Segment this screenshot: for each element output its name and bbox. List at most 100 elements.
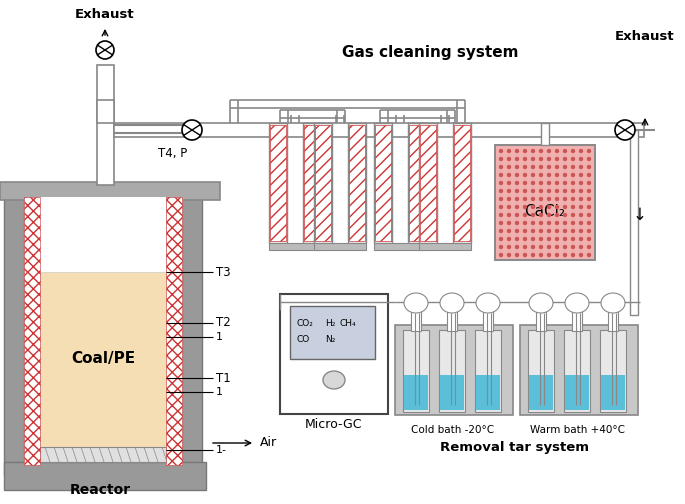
Circle shape — [515, 165, 519, 169]
Circle shape — [579, 173, 583, 177]
Circle shape — [499, 221, 503, 225]
Circle shape — [563, 213, 567, 217]
Circle shape — [515, 253, 519, 257]
Circle shape — [182, 120, 202, 140]
Circle shape — [563, 253, 567, 257]
Circle shape — [555, 237, 559, 241]
Text: T2: T2 — [216, 317, 231, 330]
Bar — [404, 375, 428, 410]
Circle shape — [507, 197, 511, 201]
Circle shape — [555, 149, 559, 153]
Circle shape — [579, 253, 583, 257]
Circle shape — [499, 157, 503, 161]
Bar — [270, 125, 286, 241]
Circle shape — [547, 253, 551, 257]
Circle shape — [499, 173, 503, 177]
Circle shape — [539, 245, 543, 249]
Circle shape — [515, 213, 519, 217]
Bar — [280, 294, 388, 414]
Bar — [439, 330, 465, 412]
Bar — [40, 447, 166, 462]
Circle shape — [531, 221, 535, 225]
Circle shape — [507, 229, 511, 233]
Circle shape — [587, 237, 591, 241]
Circle shape — [515, 173, 519, 177]
Circle shape — [523, 165, 527, 169]
Circle shape — [523, 229, 527, 233]
Bar — [182, 197, 202, 475]
Circle shape — [523, 237, 527, 241]
Ellipse shape — [323, 371, 345, 389]
Bar — [348, 123, 366, 243]
Circle shape — [579, 189, 583, 193]
Circle shape — [523, 173, 527, 177]
Bar — [375, 125, 391, 241]
Circle shape — [587, 189, 591, 193]
Ellipse shape — [601, 293, 625, 313]
Circle shape — [587, 253, 591, 257]
Text: Warm bath +40°C: Warm bath +40°C — [530, 425, 625, 435]
Text: CH₄: CH₄ — [340, 320, 357, 329]
Circle shape — [563, 221, 567, 225]
Bar — [528, 330, 554, 412]
Circle shape — [515, 245, 519, 249]
Bar — [564, 330, 590, 412]
Text: Coal/PE: Coal/PE — [71, 350, 135, 365]
Circle shape — [531, 245, 535, 249]
Bar — [166, 197, 182, 465]
Circle shape — [547, 229, 551, 233]
Circle shape — [555, 181, 559, 185]
Circle shape — [499, 229, 503, 233]
Bar — [374, 243, 426, 250]
Circle shape — [515, 237, 519, 241]
Circle shape — [515, 181, 519, 185]
Circle shape — [571, 181, 575, 185]
Circle shape — [587, 213, 591, 217]
Bar — [541, 123, 549, 145]
Circle shape — [571, 157, 575, 161]
Circle shape — [523, 197, 527, 201]
Circle shape — [587, 157, 591, 161]
Circle shape — [571, 205, 575, 209]
Text: Gas cleaning system: Gas cleaning system — [342, 44, 519, 59]
Circle shape — [579, 237, 583, 241]
Bar — [565, 375, 589, 410]
Ellipse shape — [404, 293, 428, 313]
Circle shape — [547, 181, 551, 185]
Circle shape — [571, 165, 575, 169]
Bar — [304, 125, 320, 241]
Text: T1: T1 — [216, 371, 231, 385]
Circle shape — [531, 205, 535, 209]
Circle shape — [523, 149, 527, 153]
Circle shape — [523, 189, 527, 193]
Circle shape — [571, 189, 575, 193]
Circle shape — [579, 245, 583, 249]
Bar — [495, 145, 595, 260]
Circle shape — [587, 149, 591, 153]
Ellipse shape — [476, 293, 500, 313]
Bar — [4, 462, 206, 490]
Circle shape — [523, 205, 527, 209]
Circle shape — [531, 229, 535, 233]
Circle shape — [579, 229, 583, 233]
Circle shape — [515, 205, 519, 209]
Circle shape — [507, 157, 511, 161]
Bar — [290, 306, 375, 359]
Bar — [495, 145, 595, 260]
Text: 1-: 1- — [216, 445, 227, 455]
Circle shape — [547, 173, 551, 177]
Text: CaCl₂: CaCl₂ — [525, 204, 566, 219]
Circle shape — [547, 205, 551, 209]
Bar — [166, 197, 182, 465]
Bar — [630, 130, 638, 315]
Bar — [403, 330, 429, 412]
Circle shape — [499, 245, 503, 249]
Bar — [24, 197, 40, 465]
Bar — [114, 123, 644, 137]
Bar — [349, 125, 365, 241]
Bar — [97, 100, 114, 123]
Circle shape — [547, 149, 551, 153]
Circle shape — [547, 157, 551, 161]
Circle shape — [563, 229, 567, 233]
Bar — [454, 125, 470, 241]
